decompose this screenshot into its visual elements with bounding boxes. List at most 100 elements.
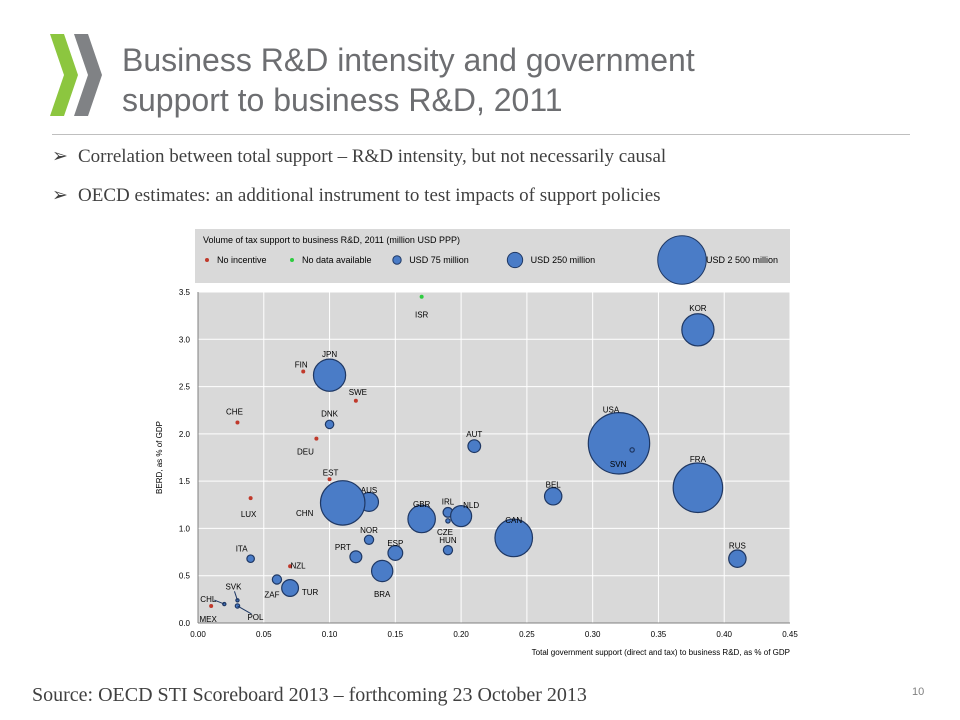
bubble-prt <box>349 550 363 564</box>
point-label-chn: CHN <box>296 509 314 518</box>
title-divider <box>52 134 910 135</box>
slide-title-line1: Business R&D intensity and government <box>122 42 695 78</box>
y-tick-label: 2.5 <box>179 383 191 392</box>
x-tick-label: 0.40 <box>716 630 732 639</box>
bubble-ita <box>246 554 255 564</box>
bubble-pol <box>234 603 241 609</box>
bubble-nor <box>363 534 375 545</box>
point-label-pol: POL <box>247 613 264 622</box>
slide-title-line2: support to business R&D, 2011 <box>122 82 563 118</box>
x-tick-label: 0.05 <box>256 630 272 639</box>
point-label-prt: PRT <box>335 543 351 552</box>
x-tick-label: 0.15 <box>388 630 404 639</box>
point-label-usa: USA <box>603 405 620 414</box>
point-label-aus: AUS <box>361 486 377 495</box>
page-number: 10 <box>912 686 925 698</box>
point-label-bel: BEL <box>546 480 562 489</box>
bullet-text-1: Correlation between total support – R&D … <box>78 146 667 167</box>
dot-che <box>235 420 240 425</box>
dot-mex <box>209 603 214 608</box>
point-label-bra: BRA <box>374 590 391 599</box>
y-tick-label: 0.5 <box>179 572 191 581</box>
arrow-bullet-icon: ➢ <box>52 185 68 206</box>
x-axis-title: Total government support (direct and tax… <box>532 648 790 657</box>
legend-label: USD 2 500 million <box>706 255 778 265</box>
x-tick-label: 0.00 <box>190 630 206 639</box>
point-label-rus: RUS <box>729 542 746 551</box>
point-label-fra: FRA <box>690 455 707 464</box>
y-tick-label: 2.0 <box>179 430 191 439</box>
legend-marker <box>506 251 524 269</box>
plot-area <box>198 292 790 623</box>
bubble-can <box>494 518 534 558</box>
bubble-kor <box>681 313 715 347</box>
leader-line <box>237 605 252 615</box>
legend-label: No data available <box>302 255 372 265</box>
point-label-isr: ISR <box>415 311 429 320</box>
arrow-bullet-icon: ➢ <box>52 146 68 167</box>
point-label-svn: SVN <box>610 460 627 469</box>
bubble-bel <box>543 486 563 506</box>
dot-isr <box>419 294 424 299</box>
point-label-fin: FIN <box>295 360 308 369</box>
legend-label: USD 75 million <box>409 255 469 265</box>
bubble-nld <box>449 505 473 528</box>
leader-line <box>214 599 225 605</box>
bubble-dnk <box>324 419 335 430</box>
bubble-svk <box>235 598 240 603</box>
point-label-nzl: NZL <box>291 561 307 570</box>
point-label-est: EST <box>323 468 339 477</box>
dot-fin <box>301 369 306 374</box>
y-tick-label: 0.0 <box>179 619 191 628</box>
point-label-che: CHE <box>226 408 243 417</box>
dot-deu <box>314 436 319 441</box>
point-label-nld: NLD <box>463 501 479 510</box>
point-label-kor: KOR <box>689 304 707 313</box>
legend-marker <box>392 255 402 265</box>
point-label-dnk: DNK <box>321 409 339 418</box>
legend-label: No incentive <box>217 255 267 265</box>
legend-title: Volume of tax support to business R&D, 2… <box>203 235 460 245</box>
legend-marker <box>657 235 707 285</box>
x-tick-label: 0.20 <box>453 630 469 639</box>
dot-swe <box>353 398 358 403</box>
point-label-nor: NOR <box>360 526 378 535</box>
point-label-lux: LUX <box>241 510 257 519</box>
y-tick-label: 3.5 <box>179 288 191 297</box>
point-label-irl: IRL <box>442 497 455 506</box>
x-tick-label: 0.25 <box>519 630 535 639</box>
point-label-svk: SVK <box>225 582 242 591</box>
bullet-text-2: OECD estimates: an additional instrument… <box>78 185 661 206</box>
x-tick-label: 0.35 <box>651 630 667 639</box>
bubble-cze <box>445 518 451 524</box>
source-note: Source: OECD STI Scoreboard 2013 – forth… <box>32 684 587 706</box>
y-tick-label: 3.0 <box>179 335 191 344</box>
bubble-hun <box>442 544 454 556</box>
x-tick-label: 0.45 <box>782 630 798 639</box>
bullet-item-1: ➢ Correlation between total support – R&D… <box>52 145 932 168</box>
bubble-gbr <box>407 504 436 534</box>
bubble-aut <box>467 439 482 454</box>
point-label-tur: TUR <box>302 588 319 597</box>
point-label-can: CAN <box>505 516 522 525</box>
bubble-jpn <box>312 358 347 392</box>
point-label-swe: SWE <box>349 388 367 397</box>
bullet-item-2: ➢ OECD estimates: an additional instrumen… <box>52 184 932 207</box>
leader-line <box>233 591 238 601</box>
bubble-bra <box>370 559 394 583</box>
dot-nzl <box>288 564 293 569</box>
y-tick-label: 1.5 <box>179 477 191 486</box>
bubble-rus <box>728 549 747 568</box>
bubble-usa <box>587 412 651 475</box>
point-label-zaf: ZAF <box>264 590 279 599</box>
point-label-mex: MEX <box>199 615 217 624</box>
y-axis-title: BERD, as % of GDP <box>155 421 164 494</box>
point-label-esp: ESP <box>387 539 403 548</box>
legend-marker <box>205 258 209 262</box>
point-label-deu: DEU <box>297 448 314 457</box>
bubble-fra <box>672 462 724 514</box>
bubble-tur <box>281 579 300 598</box>
x-tick-label: 0.10 <box>322 630 338 639</box>
legend-marker <box>290 258 294 262</box>
point-label-ita: ITA <box>236 545 249 554</box>
